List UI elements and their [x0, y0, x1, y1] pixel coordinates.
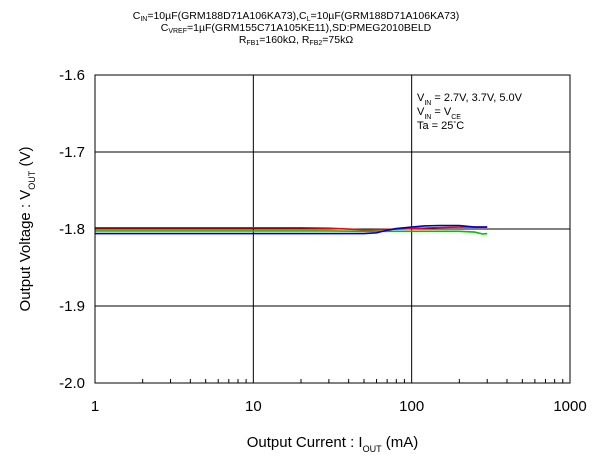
chart-title-line-2: CVREF=1µF(GRM155C71A105KE11),SD:PMEG2010…	[160, 22, 432, 35]
annotation-line-1: VIN = 2.7V, 3.7V, 5.0V	[417, 92, 523, 107]
x-tick-label: 1	[91, 398, 99, 415]
y-tick-labels: -2.0 -1.9 -1.8 -1.7 -1.6	[59, 67, 85, 392]
x-tick-label: 1000	[553, 398, 586, 415]
y-tick-label: -1.7	[59, 144, 85, 161]
y-tick-label: -1.6	[59, 67, 85, 84]
plot-frame	[94, 74, 571, 384]
x-tick-label: 10	[245, 398, 262, 415]
series-line-2	[95, 230, 488, 235]
y-tick-label: -1.9	[59, 298, 85, 315]
series-line-3	[95, 224, 488, 235]
chart-title-line-1: CIN=10µF(GRM188D71A106KA73),CL=10µF(GRM1…	[132, 10, 460, 23]
annotation-line-2: VIN = VCE	[417, 106, 461, 121]
annotation-line-3: Ta = 25°C	[417, 120, 464, 133]
y-tick-label: -2.0	[59, 375, 85, 392]
x-tick-label: 100	[399, 398, 424, 415]
series-lines	[95, 224, 488, 235]
chart-title-line-3: RFB1=160kΩ, RFB2=75kΩ	[238, 34, 354, 47]
y-tick-label: -1.8	[59, 221, 85, 238]
x-axis-label: Output Current : IOUT (mA)	[247, 434, 419, 454]
series-line-1	[95, 226, 488, 231]
y-axis-label: Output Voltage : VOUT (V)	[17, 147, 37, 312]
x-tick-labels: 1 10 100 1000	[91, 398, 587, 415]
